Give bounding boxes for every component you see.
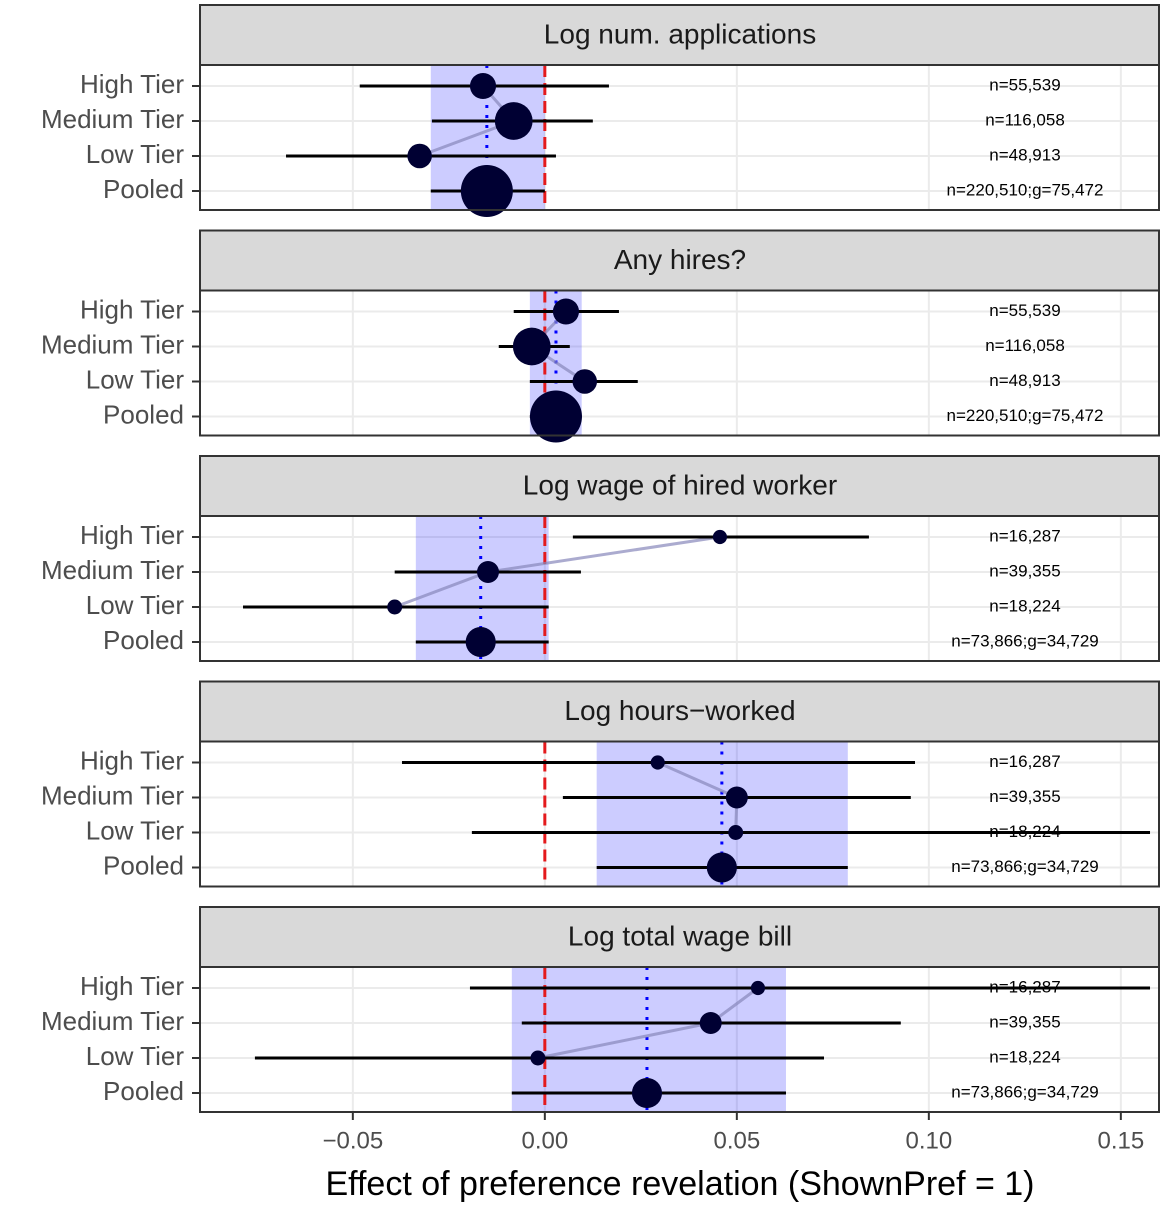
point xyxy=(529,390,582,443)
n-label: n=18,224 xyxy=(989,822,1060,841)
strip xyxy=(199,229,1160,292)
y-tick-label: Medium Tier xyxy=(41,780,184,810)
point xyxy=(750,980,766,996)
panel-border xyxy=(199,289,1160,437)
y-tick-label: Medium Tier xyxy=(41,1006,184,1036)
x-axis-title: Effect of preference revelation (ShownPr… xyxy=(325,1165,1034,1203)
y-tick-label: Pooled xyxy=(103,625,184,655)
y-tick-label: Medium Tier xyxy=(41,329,184,359)
panel-title: Log hours−worked xyxy=(564,695,795,726)
point xyxy=(631,1077,663,1109)
n-label: n=73,866;g=34,729 xyxy=(951,1082,1098,1101)
panel-title: Log num. applications xyxy=(544,18,816,49)
x-tick-label: 0.05 xyxy=(713,1127,760,1154)
x-tick-label: 0.00 xyxy=(521,1127,568,1154)
point xyxy=(465,626,496,658)
n-label: n=16,287 xyxy=(989,526,1060,545)
n-label: n=220,510;g=75,472 xyxy=(947,180,1104,199)
n-label: n=18,224 xyxy=(989,596,1060,615)
point xyxy=(728,825,744,840)
x-tick-label: 0.10 xyxy=(905,1127,952,1154)
y-tick-label: Low Tier xyxy=(86,364,185,394)
y-tick-label: Pooled xyxy=(103,399,184,429)
panel-title: Log wage of hired worker xyxy=(523,469,837,500)
n-label: n=16,287 xyxy=(989,752,1060,771)
strip xyxy=(199,680,1160,743)
point xyxy=(699,1012,722,1034)
n-label: n=39,355 xyxy=(989,1012,1060,1031)
y-tick-label: Low Tier xyxy=(86,139,185,169)
n-label: n=73,866;g=34,729 xyxy=(951,631,1098,650)
y-tick-label: High Tier xyxy=(80,971,184,1001)
y-tick-label: High Tier xyxy=(80,69,184,99)
n-label: n=116,058 xyxy=(985,336,1065,355)
y-tick-label: Medium Tier xyxy=(41,104,184,134)
point xyxy=(706,852,737,883)
n-label: n=48,913 xyxy=(989,145,1060,164)
point xyxy=(530,1050,546,1066)
point xyxy=(469,72,497,100)
n-label: n=16,287 xyxy=(989,977,1060,996)
point xyxy=(572,369,598,394)
y-tick-label: High Tier xyxy=(80,520,184,550)
y-tick-label: Low Tier xyxy=(86,590,185,620)
n-label: n=39,355 xyxy=(989,787,1060,806)
n-label: n=55,539 xyxy=(989,301,1060,320)
n-label: n=73,866;g=34,729 xyxy=(951,857,1098,876)
point xyxy=(460,165,513,217)
y-tick-label: Low Tier xyxy=(86,1041,185,1071)
panel-title: Log total wage bill xyxy=(568,920,792,951)
panel-border xyxy=(199,64,1160,211)
y-tick-label: Pooled xyxy=(103,1076,184,1106)
y-tick-label: Low Tier xyxy=(86,815,185,845)
panel-title: Any hires? xyxy=(614,244,746,275)
point xyxy=(552,298,580,325)
x-tick-label: 0.15 xyxy=(1097,1127,1144,1154)
n-label: n=220,510;g=75,472 xyxy=(947,406,1104,425)
point xyxy=(512,327,551,366)
panel-border xyxy=(199,740,1160,888)
strip xyxy=(199,4,1160,66)
point xyxy=(494,102,533,140)
n-label: n=116,058 xyxy=(985,110,1065,129)
n-label: n=48,913 xyxy=(989,371,1060,390)
point xyxy=(650,755,665,770)
panel-border xyxy=(199,966,1160,1113)
y-tick-label: High Tier xyxy=(80,745,184,775)
y-tick-label: Pooled xyxy=(103,174,184,204)
point xyxy=(712,529,728,545)
n-label: n=18,224 xyxy=(989,1047,1060,1066)
strip xyxy=(199,455,1160,517)
y-tick-label: High Tier xyxy=(80,294,184,324)
x-tick-label: −0.05 xyxy=(322,1127,383,1154)
point xyxy=(387,599,403,615)
n-label: n=39,355 xyxy=(989,561,1060,580)
y-tick-label: Pooled xyxy=(103,850,184,880)
panel-border xyxy=(199,515,1160,662)
point xyxy=(477,561,499,583)
point xyxy=(407,143,432,169)
n-label: n=55,539 xyxy=(989,75,1060,94)
y-tick-label: Medium Tier xyxy=(41,555,184,585)
point xyxy=(725,786,748,809)
